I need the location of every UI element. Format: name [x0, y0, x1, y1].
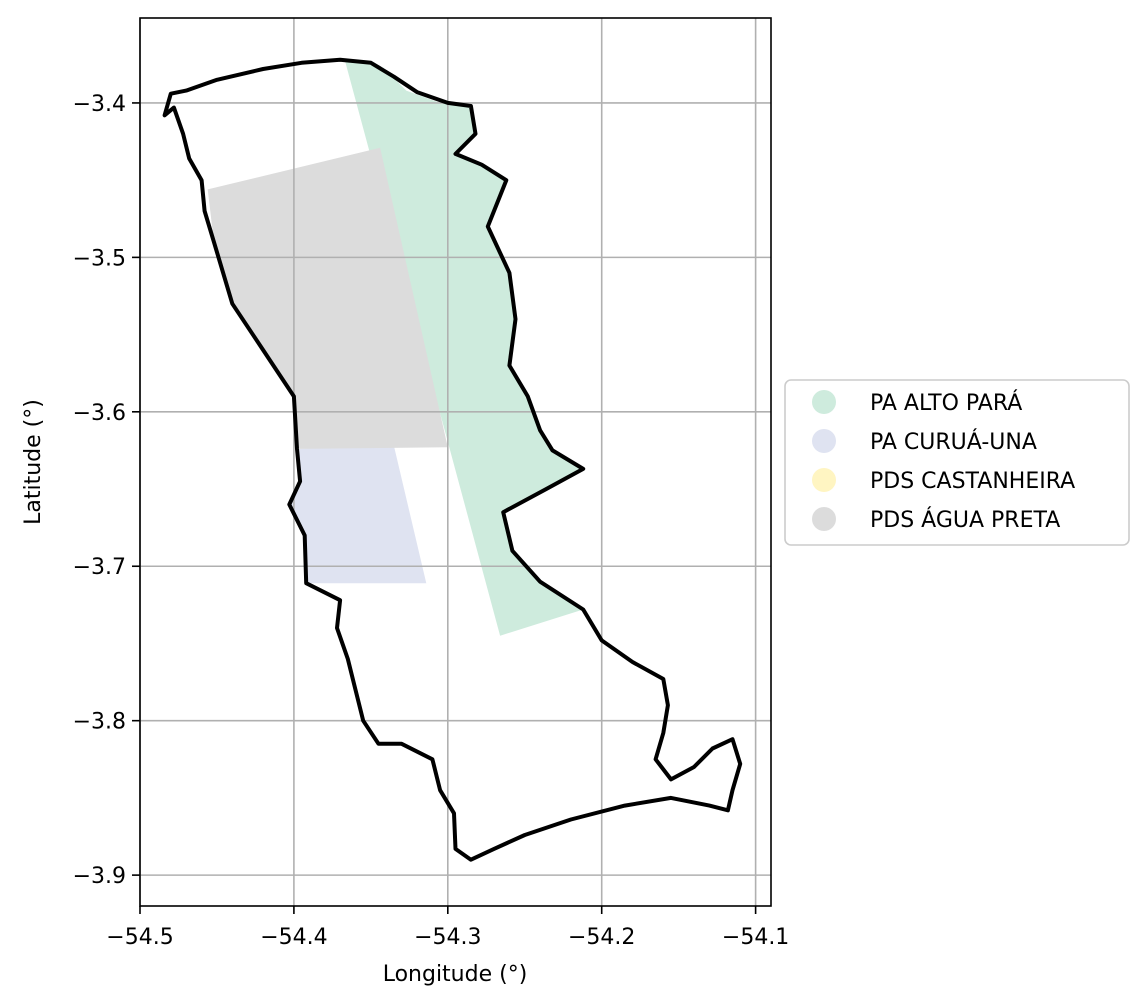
legend-marker-2	[812, 468, 836, 492]
y-axis-label: Latitude (°)	[21, 399, 46, 525]
legend-box	[784, 379, 1130, 546]
area-3	[207, 147, 448, 449]
legend-label-2: PDS CASTANHEIRA	[870, 469, 1075, 494]
legend-marker-0	[812, 390, 836, 414]
x-tick-label-2: −54.3	[414, 925, 481, 950]
x-axis-label: Longitude (°)	[383, 962, 528, 987]
area-0	[344, 59, 584, 636]
y-tick-label-0: −3.4	[73, 92, 126, 117]
legend: PA ALTO PARÁ PA CURUÁ-UNA PDS CASTANHEIRA P…	[784, 379, 1130, 546]
legend-label-3: PDS ÁGUA PRETA	[870, 507, 1060, 533]
y-tick-label-2: −3.6	[73, 401, 126, 426]
y-tick-label-3: −3.7	[73, 555, 126, 580]
legend-marker-1	[812, 429, 836, 453]
boundary-layer	[162, 57, 743, 862]
area-1	[289, 445, 427, 584]
legend-label-0: PA ALTO PARÁ	[870, 390, 1022, 416]
legend-label-1: PA CURUÁ-UNA	[870, 429, 1037, 455]
x-tick-label-1: −54.4	[260, 925, 327, 950]
municipality-boundary	[162, 57, 743, 862]
y-tick-label-1: −3.5	[73, 246, 126, 271]
legend-items: PA ALTO PARÁ PA CURUÁ-UNA PDS CASTANHEIRA P…	[812, 390, 1075, 533]
y-tick-label-5: −3.9	[73, 864, 126, 889]
legend-marker-3	[812, 507, 836, 531]
y-axis: −3.4 −3.5 −3.6 −3.7 −3.8 −3.9	[73, 92, 140, 889]
x-tick-label-4: −54.1	[722, 925, 789, 950]
areas-layer	[207, 59, 584, 636]
plot-frame	[139, 17, 772, 907]
x-axis: −54.5 −54.4 −54.3 −54.2 −54.1	[106, 906, 789, 950]
y-tick-label-4: −3.8	[73, 710, 126, 735]
plot-area	[139, 17, 772, 907]
x-tick-label-0: −54.5	[106, 925, 173, 950]
x-tick-label-3: −54.2	[568, 925, 635, 950]
